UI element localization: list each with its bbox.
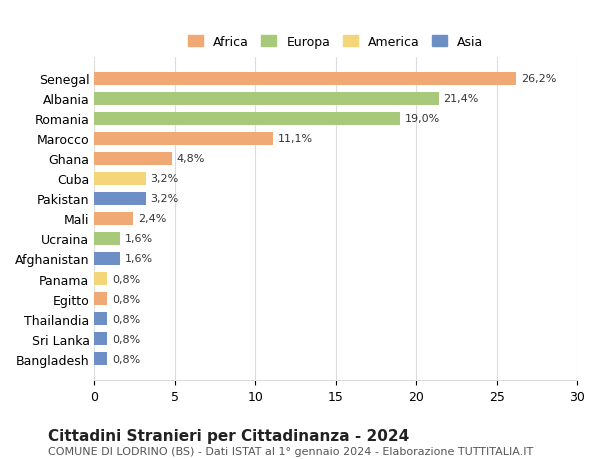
Text: 0,8%: 0,8%: [112, 294, 140, 304]
Text: 3,2%: 3,2%: [151, 174, 179, 184]
Text: 21,4%: 21,4%: [443, 94, 479, 104]
Bar: [94, 252, 120, 265]
Bar: [94, 173, 146, 185]
Text: 3,2%: 3,2%: [151, 194, 179, 204]
Text: 0,8%: 0,8%: [112, 314, 140, 324]
Text: COMUNE DI LODRINO (BS) - Dati ISTAT al 1° gennaio 2024 - Elaborazione TUTTITALIA: COMUNE DI LODRINO (BS) - Dati ISTAT al 1…: [48, 446, 533, 456]
Text: 26,2%: 26,2%: [521, 74, 556, 84]
Legend: Africa, Europa, America, Asia: Africa, Europa, America, Asia: [184, 32, 487, 52]
Text: 1,6%: 1,6%: [125, 254, 153, 264]
Bar: [94, 332, 107, 346]
Bar: [94, 313, 107, 325]
Text: 11,1%: 11,1%: [278, 134, 313, 144]
Text: Cittadini Stranieri per Cittadinanza - 2024: Cittadini Stranieri per Cittadinanza - 2…: [48, 428, 409, 443]
Bar: [94, 133, 273, 146]
Bar: [94, 112, 400, 125]
Text: 0,8%: 0,8%: [112, 274, 140, 284]
Bar: [94, 92, 439, 106]
Text: 4,8%: 4,8%: [176, 154, 205, 164]
Bar: [94, 353, 107, 365]
Bar: [94, 152, 172, 165]
Bar: [94, 73, 516, 85]
Text: 0,8%: 0,8%: [112, 334, 140, 344]
Text: 1,6%: 1,6%: [125, 234, 153, 244]
Bar: [94, 232, 120, 246]
Text: 2,4%: 2,4%: [138, 214, 166, 224]
Text: 19,0%: 19,0%: [405, 114, 440, 124]
Bar: [94, 273, 107, 285]
Bar: [94, 292, 107, 305]
Text: 0,8%: 0,8%: [112, 354, 140, 364]
Bar: [94, 213, 133, 225]
Bar: [94, 192, 146, 206]
